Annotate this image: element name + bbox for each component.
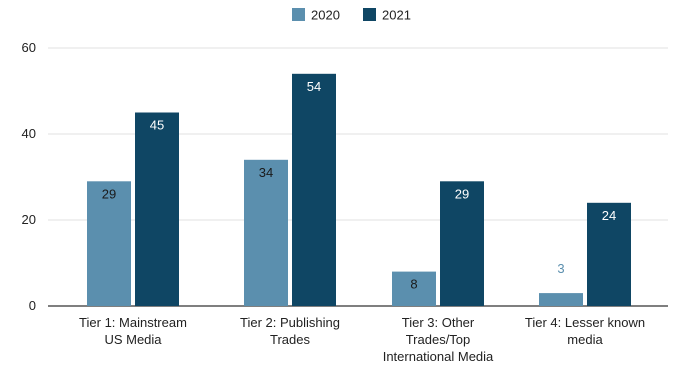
x-axis: Tier 1: Mainstream US Media Tier 2: Publis… [79,315,645,364]
bar-2021-2 [292,73,336,306]
x-tick-label-2: Tier 2: Publishing Trades [240,315,340,347]
bar-2020-4 [539,293,583,306]
x-tick-label-line: media [567,332,603,347]
data-label-2020-3: 8 [410,277,417,292]
bar-2021-3 [440,181,484,306]
legend: 2020 2021 [292,8,411,23]
bars [87,73,631,306]
x-tick-label-line: Trades [270,332,310,347]
legend-label-2020: 2020 [311,8,340,23]
y-tick-label: 20 [22,212,36,227]
y-tick-label: 40 [22,126,36,141]
x-tick-label-line: Trades/Top [406,332,471,347]
x-tick-label-3: Tier 3: Other Trades/Top International Med… [383,315,494,364]
x-tick-label-line: Tier 4: Lesser known [525,315,645,330]
data-labels: 29 45 34 54 8 29 3 24 [102,79,616,292]
data-label-2021-1: 45 [150,118,164,133]
x-tick-label-line: Tier 3: Other [402,315,475,330]
x-tick-label-line: International Media [383,349,494,364]
legend-swatch-2021 [363,8,376,21]
x-tick-label-4: Tier 4: Lesser known media [525,315,645,347]
legend-swatch-2020 [292,8,305,21]
x-tick-label-line: US Media [104,332,162,347]
x-tick-label-1: Tier 1: Mainstream US Media [79,315,187,347]
data-label-2020-1: 29 [102,186,116,201]
data-label-2021-3: 29 [455,186,469,201]
data-label-2020-2: 34 [259,165,273,180]
bar-2021-4 [587,202,631,306]
data-label-2020-4: 3 [557,261,564,276]
data-label-2021-4: 24 [602,208,616,223]
bar-2020-1 [87,181,131,306]
y-tick-label: 0 [29,298,36,313]
legend-label-2021: 2021 [382,8,411,23]
data-label-2021-2: 54 [307,79,321,94]
y-tick-label: 60 [22,40,36,55]
bar-2020-3 [392,271,436,306]
bar-2021-1 [135,112,179,306]
bar-2020-2 [244,159,288,306]
x-tick-label-line: Tier 1: Mainstream [79,315,187,330]
x-tick-label-line: Tier 2: Publishing [240,315,340,330]
